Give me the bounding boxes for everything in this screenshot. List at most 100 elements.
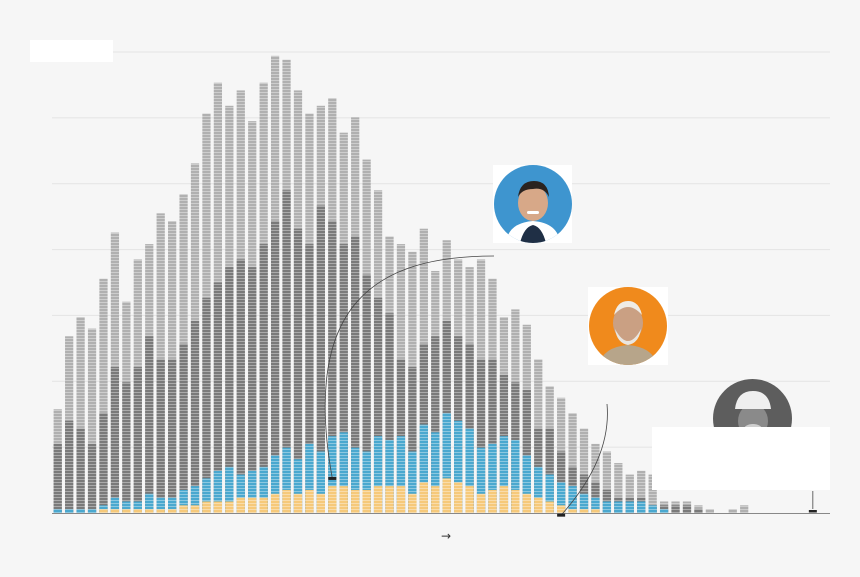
bar-total [740, 505, 749, 513]
bar-group [637, 470, 646, 513]
annotation-box [652, 427, 830, 490]
bar-orange [511, 489, 520, 513]
bar-group [602, 451, 612, 513]
bar-group [293, 90, 303, 514]
bar-group [362, 159, 371, 514]
bar-mid [190, 320, 200, 513]
bar-blue [213, 470, 223, 513]
bars [53, 55, 749, 514]
bar-group [236, 90, 245, 514]
bar-group [316, 105, 325, 514]
bar-blue [351, 447, 360, 513]
bar-group [270, 55, 280, 514]
bar-orange [145, 509, 154, 513]
bar-orange [385, 486, 394, 513]
bar-group [156, 213, 165, 513]
bar-group [499, 317, 509, 513]
bar-mid [202, 297, 211, 513]
bar-mid [259, 244, 268, 514]
bar-group [648, 474, 657, 513]
bar-blue [659, 509, 669, 513]
bar-mid [694, 509, 703, 513]
bar-orange [270, 493, 280, 513]
bar-mid [373, 297, 383, 513]
bar-total [591, 443, 600, 513]
bar-orange [316, 493, 325, 513]
bar-group [168, 221, 177, 514]
bar-orange [373, 486, 383, 513]
bar-group [65, 336, 74, 513]
bar-group [682, 501, 692, 513]
bar-mid [225, 267, 234, 513]
bar-blue [442, 413, 451, 513]
avatar-card-orange [588, 287, 668, 365]
bar-blue [270, 455, 280, 513]
bar-orange [476, 493, 486, 513]
bar-blue [534, 466, 543, 513]
bar-blue [145, 493, 154, 513]
bar-orange [534, 497, 543, 513]
bar-blue [476, 447, 486, 513]
bar-blue [579, 493, 589, 513]
bar-blue [499, 436, 509, 513]
bar-mid [385, 313, 394, 513]
bar-group [419, 228, 428, 513]
bar-blue [156, 497, 165, 513]
bar-group [534, 359, 543, 513]
bar-orange [557, 505, 566, 513]
bar-group [465, 267, 474, 513]
bar-group [133, 259, 142, 513]
bar-mid [65, 420, 74, 513]
bar-blue [373, 436, 383, 513]
bar-orange [282, 489, 291, 513]
bar-orange [579, 509, 589, 513]
bar-blue [259, 466, 268, 513]
bar-group [122, 301, 131, 513]
bar-mid [671, 505, 680, 513]
bar-orange [259, 497, 268, 513]
bar-mid [362, 274, 371, 513]
chart-title [30, 40, 113, 62]
bar-total [87, 328, 97, 513]
bar-mid [236, 259, 245, 513]
bar-blue [190, 486, 200, 513]
orange-person-portrait-icon [599, 301, 657, 365]
bar-group [145, 244, 154, 514]
bar-group [705, 509, 714, 513]
bar-blue [133, 501, 142, 513]
bar-blue [488, 443, 497, 513]
bar-mid [339, 244, 348, 514]
bar-orange [202, 501, 211, 513]
bar-mid [316, 205, 325, 513]
bar-blue [362, 451, 371, 513]
bar-group [282, 59, 291, 514]
bar-blue [557, 482, 566, 513]
bar-blue [522, 455, 531, 513]
bar-total [579, 428, 589, 513]
bar-mid [76, 428, 85, 513]
bar-orange [99, 509, 108, 513]
bar-blue [396, 436, 406, 513]
bar-blue [602, 501, 612, 513]
bar-orange [156, 509, 165, 513]
bar-blue [76, 509, 85, 513]
bar-group [431, 270, 440, 513]
bar-mid [488, 359, 497, 513]
bar-orange [236, 497, 245, 513]
bar-mid [168, 359, 177, 513]
bar-blue [53, 509, 62, 513]
bar-mid [545, 428, 554, 513]
bar-blue [202, 478, 211, 513]
bar-group [614, 463, 623, 513]
bar-blue [648, 505, 657, 513]
bar-blue [65, 509, 74, 513]
bar-mid [110, 367, 120, 513]
bar-blue [431, 432, 440, 513]
bar-orange [431, 486, 440, 513]
bar-orange [465, 486, 474, 513]
bar-mid [351, 236, 360, 513]
bar-group [659, 501, 669, 513]
bar-blue [293, 459, 303, 513]
bar-mid [248, 267, 257, 513]
